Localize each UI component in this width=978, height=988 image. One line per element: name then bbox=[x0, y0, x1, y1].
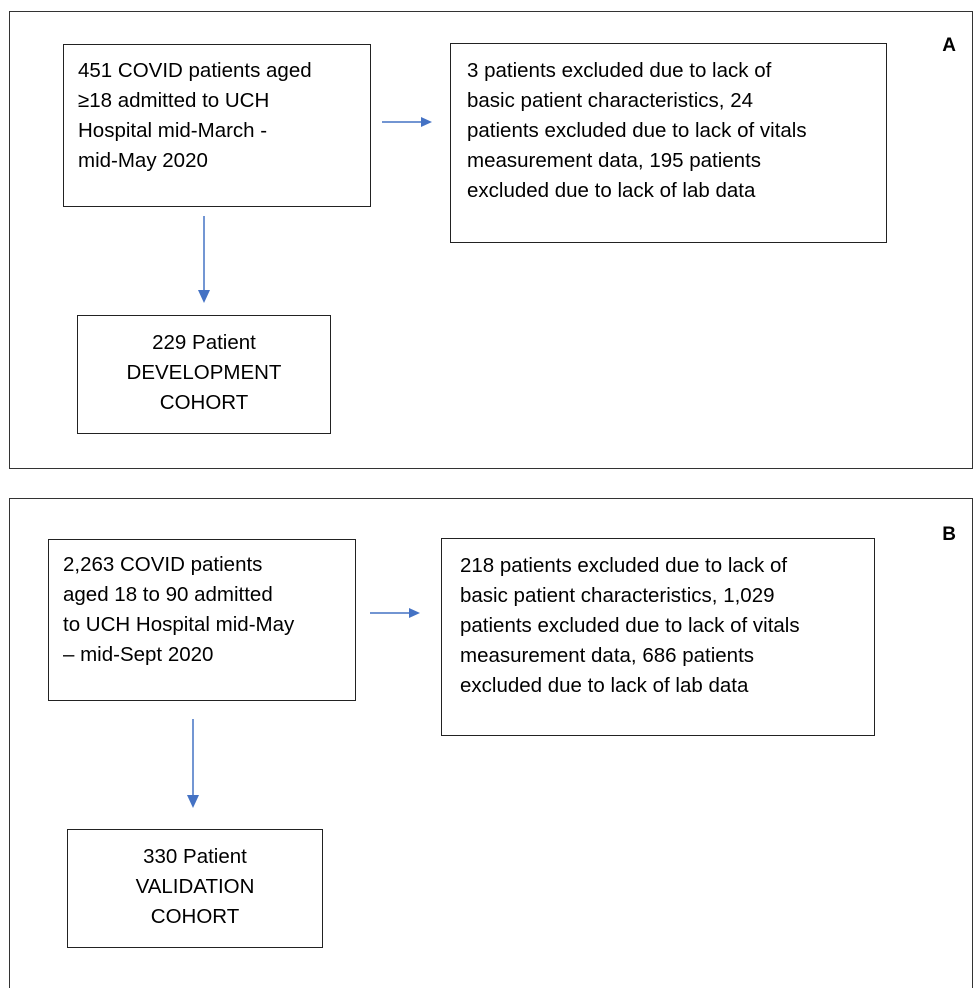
panel-b-down-arrow bbox=[187, 719, 199, 808]
panel-b-label: B bbox=[942, 524, 956, 545]
panel-a-excluded-box: 3 patients excluded due to lack of basic… bbox=[450, 43, 887, 243]
panel-a-down-arrow bbox=[198, 216, 210, 303]
panel-a-label: A bbox=[942, 35, 956, 56]
panel-a-right-arrow bbox=[382, 117, 432, 127]
panel-b-start-box: 2,263 COVID patients aged 18 to 90 admit… bbox=[48, 539, 356, 701]
panel-b-cohort-box: 330 Patient VALIDATION COHORT bbox=[67, 829, 323, 948]
panel-a-cohort-box: 229 Patient DEVELOPMENT COHORT bbox=[77, 315, 331, 434]
panel-b-excluded-box: 218 patients excluded due to lack of bas… bbox=[441, 538, 875, 736]
panel-b-right-arrow bbox=[370, 608, 420, 618]
panel-a-start-box: 451 COVID patients aged ≥18 admitted to … bbox=[63, 44, 371, 207]
